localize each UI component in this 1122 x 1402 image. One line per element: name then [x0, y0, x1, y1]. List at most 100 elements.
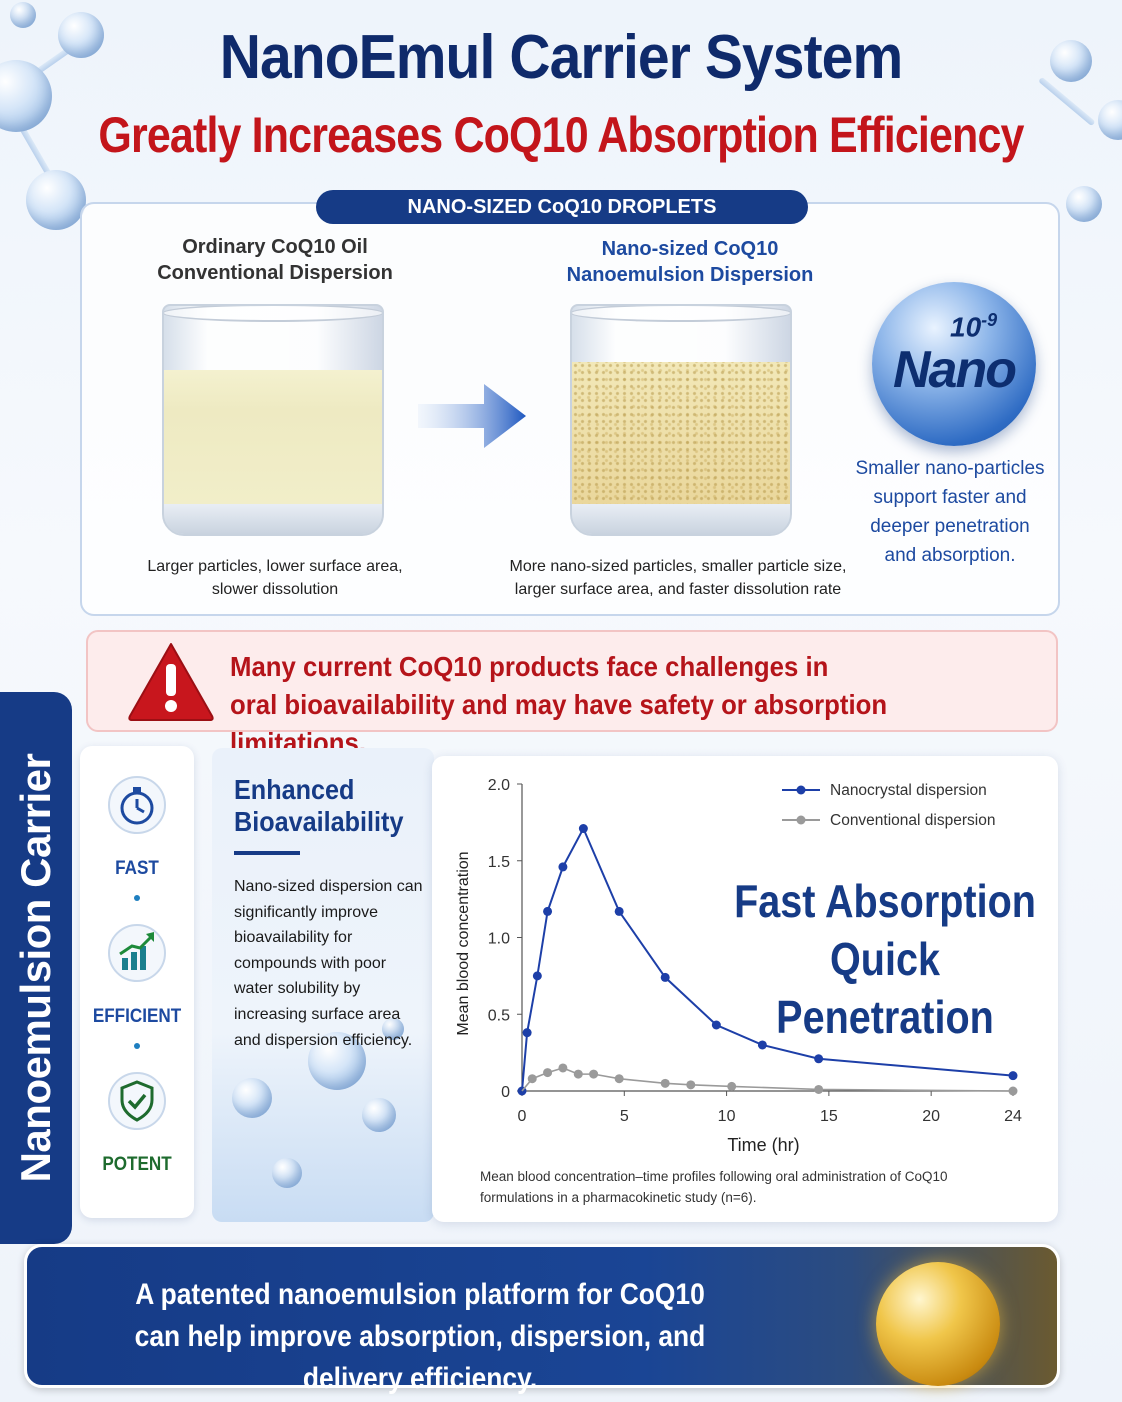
enhanced-title: Enhanced Bioavailability: [234, 774, 403, 838]
data-point: [727, 1081, 737, 1091]
x-tick-label: 10: [718, 1108, 736, 1125]
y-axis-label: Mean blood concentration: [455, 851, 472, 1035]
enhanced-body-line: bioavailability for: [234, 929, 353, 947]
feature-label-efficient: EFFICIENT: [92, 1006, 182, 1027]
data-point: [558, 862, 568, 872]
enhanced-body-line: Nano-sized dispersion can: [234, 878, 423, 895]
data-point: [1008, 1071, 1018, 1081]
x-tick-label: 0: [518, 1108, 527, 1125]
chart-callout-line1: Fast Absorption: [734, 875, 1036, 927]
data-point: [527, 1074, 537, 1084]
series-line: [521, 826, 1014, 1092]
ordinary-caption: Larger particles, lower surface area, sl…: [120, 555, 430, 601]
shield-check-icon: [108, 1072, 166, 1130]
nano-caption-line1: More nano-sized particles, smaller parti…: [509, 558, 847, 575]
data-point: [558, 1063, 568, 1073]
data-point: [686, 1080, 696, 1090]
data-point: [543, 906, 553, 916]
data-point: [711, 1020, 721, 1030]
data-point: [814, 1084, 824, 1094]
data-point: [543, 1068, 553, 1078]
nano-description: Smaller nano-particles support faster an…: [840, 454, 1060, 570]
nano-description-line2: support faster and: [873, 487, 1027, 508]
legend-marker: [796, 785, 806, 795]
chart-footnote-line1: Mean blood concentration–time profiles f…: [480, 1169, 948, 1184]
legend-label: Nanocrystal dispersion: [830, 782, 987, 799]
enhanced-title-line1: Enhanced: [234, 774, 355, 805]
y-tick-label: 1.5: [488, 854, 510, 871]
data-point: [589, 1069, 599, 1079]
warning-line1: Many current CoQ10 products face challen…: [230, 651, 829, 682]
enhanced-bioavailability-panel: [212, 748, 434, 1222]
ordinary-oil-glass: [162, 304, 384, 536]
feature-divider-dot: [134, 1043, 140, 1049]
data-point: [522, 1028, 532, 1038]
chart-callout-line2: Quick Penetration: [776, 933, 994, 1043]
nano-exponent-power: -9: [981, 310, 998, 330]
nano-description-line1: Smaller nano-particles: [855, 458, 1045, 479]
ordinary-heading-line2: Conventional Dispersion: [157, 262, 393, 284]
pk-line-chart: 0 5 10 15 20 24 0 0.5 1.0 1.5 2.0 Time (hr) Mean blo…: [455, 777, 1022, 1155]
x-tick-label: 24: [1004, 1108, 1022, 1125]
enhanced-title-line2: Bioavailability: [234, 806, 404, 837]
footer-text: A patented nanoemulsion platform for CoQ…: [86, 1274, 755, 1400]
side-band-label: Nanoemulsion Carrier: [12, 753, 59, 1183]
nano-exponent: 10-9: [950, 310, 997, 343]
nano-description-line3: deeper penetration: [870, 516, 1030, 537]
enhanced-body-line: increasing surface area: [234, 1005, 401, 1023]
data-point: [660, 972, 670, 982]
data-point: [614, 906, 624, 916]
nano-heading-line2: Nanoemulsion Dispersion: [566, 264, 814, 286]
data-point: [814, 1054, 824, 1064]
ordinary-caption-line2: slower dissolution: [211, 581, 339, 598]
data-point: [1008, 1086, 1018, 1096]
growth-chart-icon: [108, 924, 166, 982]
chart-footnote-line2: formulations in a pharmacokinetic study …: [480, 1190, 757, 1205]
x-axis-label: Time (hr): [727, 1135, 799, 1155]
x-tick-label: 5: [620, 1108, 629, 1125]
ordinary-dispersion-heading: Ordinary CoQ10 Oil Conventional Dispersi…: [130, 234, 420, 286]
stopwatch-icon: [108, 776, 166, 834]
data-point: [614, 1074, 624, 1084]
ordinary-caption-line1: Larger particles, lower surface area,: [147, 558, 403, 575]
data-point: [578, 824, 588, 834]
footer-line1: A patented nanoemulsion platform for CoQ…: [135, 1278, 705, 1311]
nano-sphere-badge: [872, 282, 1036, 446]
data-point: [757, 1040, 767, 1050]
warning-banner: [86, 630, 1058, 732]
nano-heading-line1: Nano-sized CoQ10: [601, 238, 779, 260]
nano-word: Nano: [893, 341, 1017, 399]
data-point: [573, 1069, 583, 1079]
footer-line2: can help improve absorption, dispersion,…: [134, 1320, 706, 1395]
data-point: [532, 971, 542, 981]
nano-caption: More nano-sized particles, smaller parti…: [488, 555, 868, 601]
x-tick-label: 20: [922, 1108, 940, 1125]
warning-text: Many current CoQ10 products face challen…: [230, 648, 984, 762]
feature-divider-dot: [134, 895, 140, 901]
footer-banner: [24, 1244, 1060, 1388]
chart-card: [432, 756, 1058, 1222]
feature-label-potent: POTENT: [102, 1154, 172, 1175]
data-point: [660, 1078, 670, 1088]
page-subtitle: Greatly Increases CoQ10 Absorption Effic…: [98, 107, 1024, 163]
nano-caption-line2: larger surface area, and faster dissolut…: [514, 581, 842, 598]
ordinary-heading-line1: Ordinary CoQ10 Oil: [182, 236, 368, 258]
page-title: NanoEmul Carrier System: [219, 23, 904, 92]
enhanced-body-line: significantly improve: [234, 903, 379, 921]
enhanced-body-line: water solubility by: [234, 980, 361, 998]
nanoemulsion-glass: [570, 304, 792, 536]
legend-label: Conventional dispersion: [830, 812, 995, 829]
nano-exponent-base: 10: [950, 311, 982, 343]
title-underline: [234, 851, 300, 855]
legend-marker: [796, 815, 806, 825]
warning-triangle-icon: [128, 643, 214, 721]
arrow-right-icon: [418, 384, 526, 448]
y-tick-label: 0.5: [488, 1007, 510, 1024]
droplets-section-tag: NANO-SIZED CoQ10 DROPLETS: [316, 190, 808, 224]
enhanced-body-line: compounds with poor: [234, 954, 387, 972]
enhanced-body: Nano-sized dispersion can significantly …: [234, 874, 430, 1053]
gold-droplet-image: [876, 1262, 1000, 1386]
y-tick-label: 1.0: [488, 931, 510, 948]
nano-dispersion-heading: Nano-sized CoQ10 Nanoemulsion Dispersion: [540, 236, 840, 288]
nano-description-line4: and absorption.: [884, 545, 1016, 566]
